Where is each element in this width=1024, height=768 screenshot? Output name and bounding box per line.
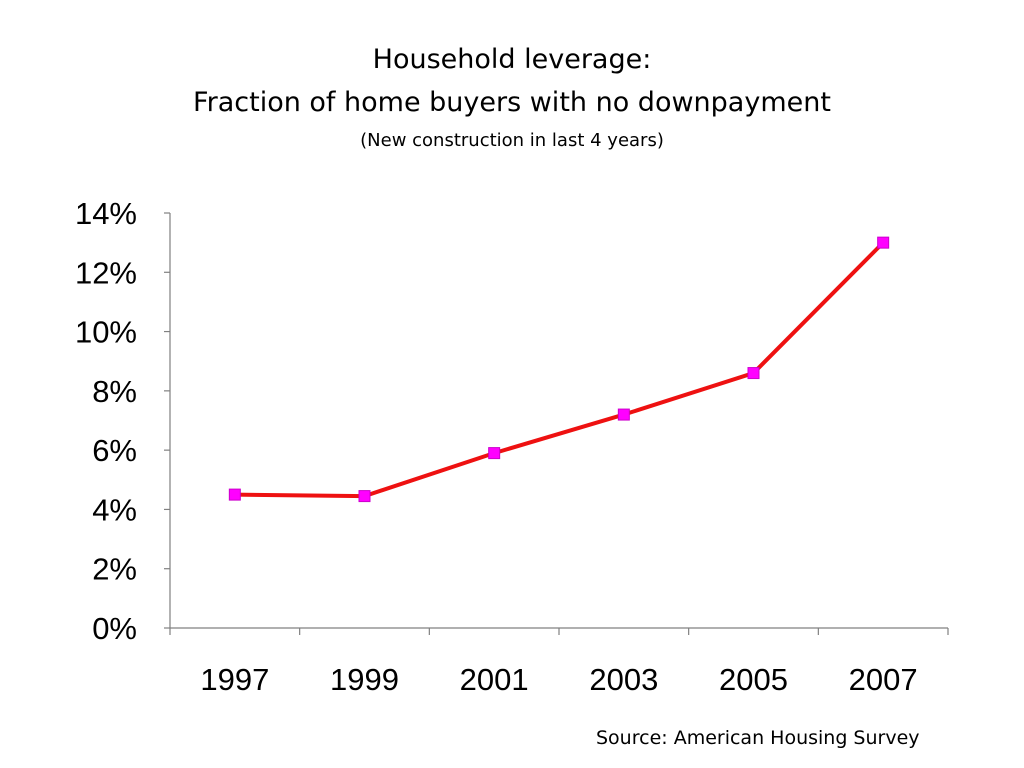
chart-subtitle: (New construction in last 4 years) (360, 130, 664, 151)
series-group (228, 236, 890, 503)
chart-title-line-1: Household leverage: (372, 44, 652, 75)
x-tick-label: 1997 (200, 662, 269, 697)
y-tick-label: 8% (92, 374, 137, 409)
source-note: Source: American Housing Survey (596, 727, 920, 749)
y-axis: 0% 2% 4% 6% 8% 10% 12% 14% (75, 196, 171, 646)
x-tick-label: 2005 (719, 662, 788, 697)
y-tick-label: 0% (92, 611, 137, 646)
series-line (232, 240, 886, 499)
data-point-marker (747, 367, 760, 380)
y-tick-label: 4% (92, 492, 137, 527)
y-tick-label: 12% (75, 255, 137, 290)
y-tick-label: 14% (75, 196, 137, 231)
data-point-marker (228, 488, 241, 501)
x-axis: 1997 1999 2001 2003 2005 2007 (169, 627, 949, 697)
chart-title-line-2: Fraction of home buyers with no downpaym… (193, 87, 831, 118)
x-tick-label: 1999 (330, 662, 399, 697)
y-tick-label: 2% (92, 552, 137, 587)
data-point-marker (358, 490, 371, 503)
y-tick-label: 10% (75, 315, 137, 350)
data-point-marker (617, 408, 630, 421)
x-tick-label: 2003 (589, 662, 658, 697)
data-point-marker (877, 236, 890, 249)
x-tick-label: 2007 (849, 662, 918, 697)
x-tick-label: 2001 (460, 662, 529, 697)
data-point-marker (488, 447, 501, 460)
y-tick-label: 6% (92, 433, 137, 468)
